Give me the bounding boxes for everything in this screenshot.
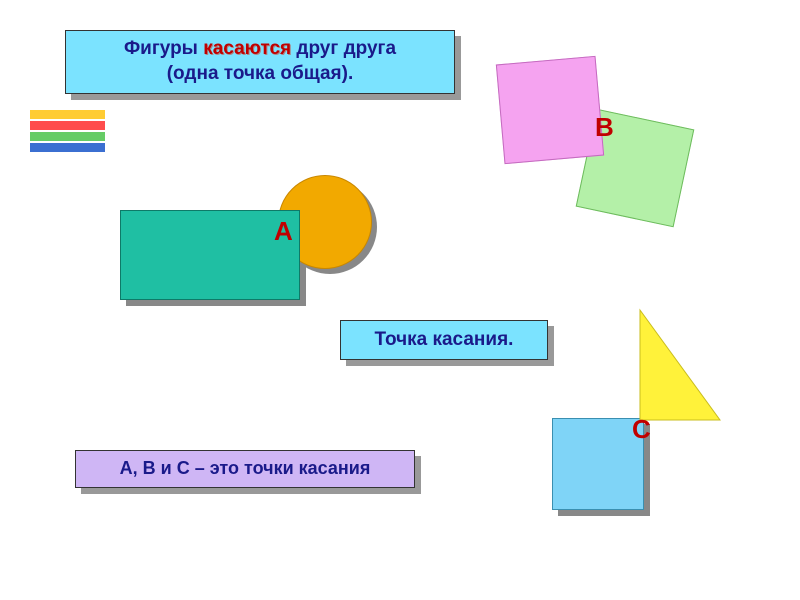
accent-bar — [30, 110, 105, 119]
label-a: A — [274, 216, 293, 247]
bottom-box: A, B и C – это точки касания — [75, 450, 415, 488]
teal-rect — [120, 210, 300, 300]
title-text: Фигуры касаются друг друга (одна точка о… — [124, 37, 396, 86]
accent-bar — [30, 121, 105, 130]
pink-square — [496, 56, 604, 164]
mid-box: Точка касания. — [340, 320, 548, 360]
accent-bar — [30, 132, 105, 141]
diagram-stage: Фигуры касаются друг друга (одна точка о… — [0, 0, 800, 600]
title-line2: (одна точка общая). — [167, 63, 354, 84]
title-em: касаются — [203, 38, 291, 59]
label-c: C — [632, 414, 651, 445]
accent-bars — [30, 110, 105, 154]
label-b: B — [595, 112, 614, 143]
title-post: друг друга — [291, 38, 396, 59]
title-box: Фигуры касаются друг друга (одна точка о… — [65, 30, 455, 94]
title-pre: Фигуры — [124, 38, 203, 59]
accent-bar — [30, 143, 105, 152]
blue-square — [552, 418, 644, 510]
